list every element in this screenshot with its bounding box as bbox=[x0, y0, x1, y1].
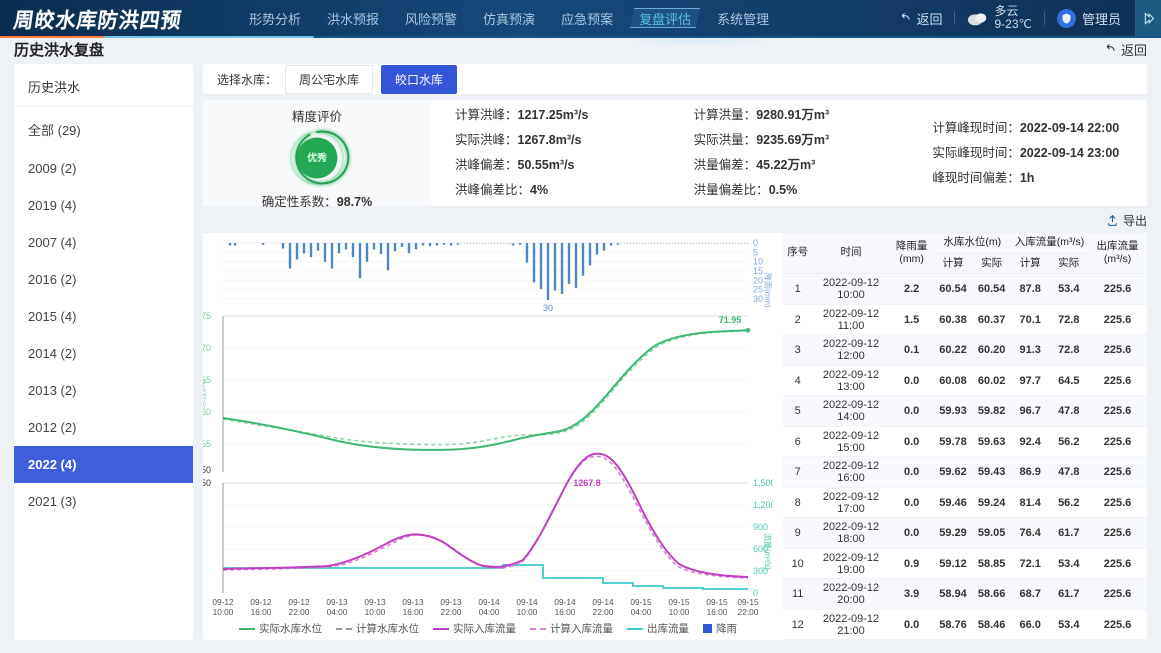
svg-text:75: 75 bbox=[203, 311, 211, 321]
svg-text:09-12: 09-12 bbox=[212, 597, 234, 607]
svg-text:09-13: 09-13 bbox=[364, 597, 386, 607]
svg-text:降雨(mm): 降雨(mm) bbox=[763, 273, 773, 308]
svg-text:22:00: 22:00 bbox=[289, 607, 310, 617]
svg-text:09-15: 09-15 bbox=[668, 597, 690, 607]
svg-text:09-14: 09-14 bbox=[516, 597, 538, 607]
svg-text:04:00: 04:00 bbox=[479, 607, 500, 617]
svg-text:09-15: 09-15 bbox=[630, 597, 652, 607]
svg-text:09-15: 09-15 bbox=[737, 597, 759, 607]
svg-text:71.95: 71.95 bbox=[719, 315, 742, 325]
svg-text:16:00: 16:00 bbox=[403, 607, 424, 617]
svg-text:04:00: 04:00 bbox=[327, 607, 348, 617]
svg-text:10:00: 10:00 bbox=[669, 607, 690, 617]
svg-text:09-15: 09-15 bbox=[706, 597, 728, 607]
svg-text:70: 70 bbox=[203, 343, 211, 353]
svg-text:1,200: 1,200 bbox=[753, 500, 773, 510]
svg-text:优秀: 优秀 bbox=[307, 151, 327, 164]
svg-text:09-13: 09-13 bbox=[326, 597, 348, 607]
svg-text:09-14: 09-14 bbox=[592, 597, 614, 607]
svg-text:30: 30 bbox=[753, 294, 763, 304]
svg-text:10:00: 10:00 bbox=[517, 607, 538, 617]
svg-text:50: 50 bbox=[203, 465, 211, 475]
svg-text:50: 50 bbox=[203, 478, 211, 488]
svg-text:流量(m³/s): 流量(m³/s) bbox=[763, 533, 773, 570]
svg-text:16:00: 16:00 bbox=[251, 607, 272, 617]
svg-text:16:00: 16:00 bbox=[707, 607, 728, 617]
svg-text:1267.8: 1267.8 bbox=[573, 478, 601, 488]
svg-text:09-14: 09-14 bbox=[554, 597, 576, 607]
svg-text:09-12: 09-12 bbox=[250, 597, 272, 607]
svg-text:16:00: 16:00 bbox=[555, 607, 576, 617]
svg-text:30: 30 bbox=[543, 303, 553, 313]
svg-text:09-14: 09-14 bbox=[478, 597, 500, 607]
svg-text:09-13: 09-13 bbox=[440, 597, 462, 607]
svg-text:22:00: 22:00 bbox=[441, 607, 462, 617]
svg-text:10:00: 10:00 bbox=[213, 607, 234, 617]
svg-text:04:00: 04:00 bbox=[631, 607, 652, 617]
svg-text:09-12: 09-12 bbox=[288, 597, 310, 607]
svg-text:1,500: 1,500 bbox=[753, 478, 773, 488]
svg-text:55: 55 bbox=[203, 439, 211, 449]
svg-text:22:00: 22:00 bbox=[738, 607, 759, 617]
svg-text:09-13: 09-13 bbox=[402, 597, 424, 607]
svg-text:900: 900 bbox=[753, 522, 768, 532]
svg-text:10:00: 10:00 bbox=[365, 607, 386, 617]
svg-text:22:00: 22:00 bbox=[593, 607, 614, 617]
svg-text:水位(m): 水位(m) bbox=[203, 380, 207, 408]
